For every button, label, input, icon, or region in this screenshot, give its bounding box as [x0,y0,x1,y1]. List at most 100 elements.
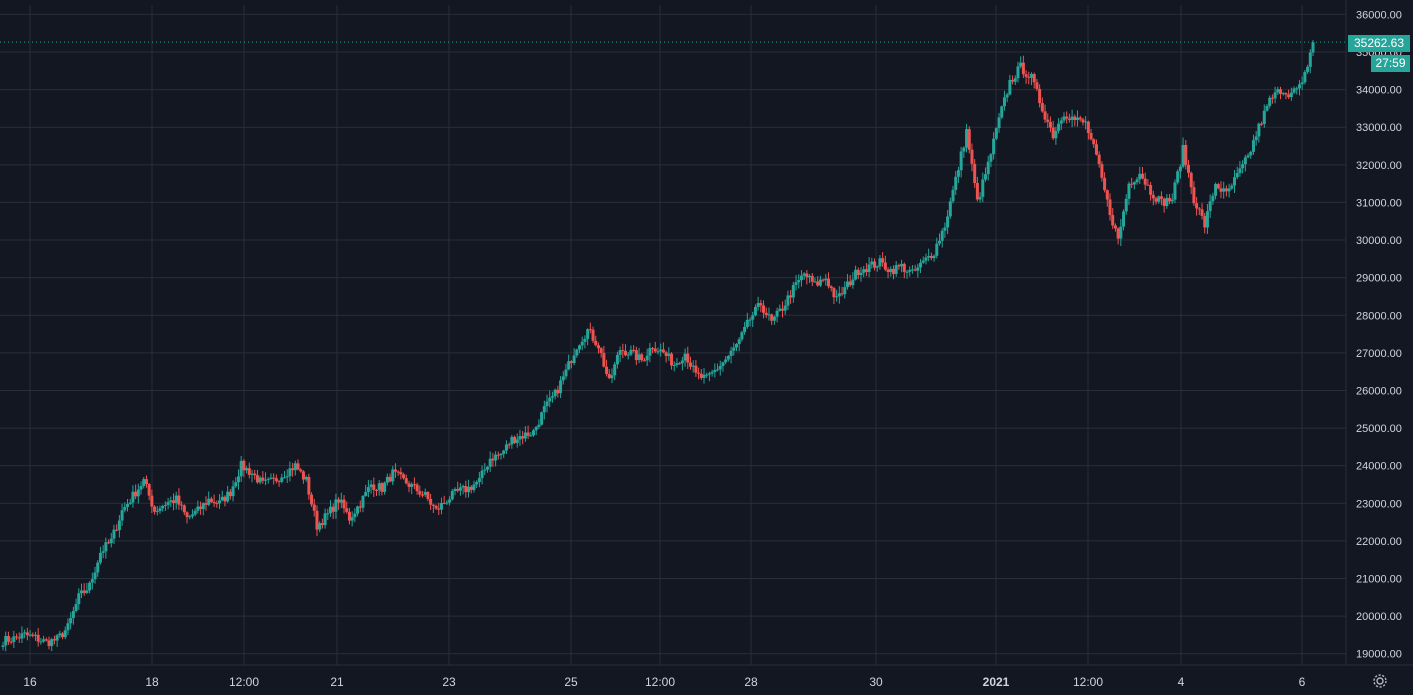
y-tick-label: 19000.00 [1356,649,1402,661]
candle-body [1276,89,1280,93]
candle-body [169,500,173,503]
candle-body [651,348,655,350]
candle-body [139,486,143,490]
time-axis[interactable]: 16 18 12:00 21 23 25 12:00 28 30 2021 12:00 4 6 [0,664,1413,689]
candle-body [310,494,314,505]
candle-body [334,499,338,512]
candle-body [123,506,127,511]
candle-body [740,332,744,340]
candle-body [1287,94,1291,98]
candle-body [927,256,931,258]
candle-body [710,371,714,374]
candle-body [856,269,860,276]
candle-body [791,284,795,298]
candle-body [621,350,625,352]
candle-body [109,538,113,544]
candle-body [372,484,376,490]
candle-body [285,476,289,478]
candle-body [510,436,514,445]
last-price-badge: 35262.63 [1348,35,1410,52]
candle-body [242,460,246,471]
gear-icon[interactable] [1371,672,1389,690]
candle-body [375,489,379,491]
candle-body [25,632,29,636]
candle-body [716,369,720,371]
candle-body [280,477,284,482]
candle-body [556,389,560,394]
candle-body [1203,215,1207,228]
candle-body [1124,198,1128,212]
candle-body [797,280,801,283]
candle-body [1268,97,1272,106]
candle-body [502,450,506,454]
candle-body [726,355,730,360]
candle-body [1013,78,1017,82]
candle-body [1005,94,1009,98]
candle-body [753,307,757,316]
candle-body [921,260,925,263]
candle-body [515,439,519,444]
candle-body [1151,194,1155,199]
candle-body [1103,177,1107,191]
candle-body [929,256,933,259]
candle-body [648,348,652,356]
candle-body [126,504,130,507]
candle-body [935,243,939,256]
candle-body [567,361,571,370]
candle-body [1048,121,1052,128]
candle-body [762,305,766,313]
candle-body [488,458,492,467]
candle-body [337,499,341,503]
candle-body [910,269,914,271]
candle-body [591,329,595,341]
candle-body [986,161,990,175]
candle-body [743,326,747,333]
candle-body [255,475,259,483]
candle-body [564,369,568,377]
x-tick-label: 30 [869,675,883,689]
candle-body [426,491,430,499]
candle-body [705,374,709,376]
candle-body [226,491,230,502]
candle-body [1173,182,1177,200]
candle-body [900,263,904,267]
candle-body [172,500,176,504]
candle-body [1257,123,1261,137]
candle-body [818,279,822,286]
candle-body [117,520,121,531]
candle-body [707,373,711,375]
candle-body [253,473,257,476]
candle-body [513,436,517,444]
candle-body [1100,164,1104,178]
candle-body [66,623,70,631]
candle-body [545,401,549,407]
candle-body [1011,79,1015,82]
candle-body [1,645,5,647]
candle-body [239,460,243,477]
candle-body [984,174,987,180]
candle-body [805,273,809,278]
candle-body [588,329,592,331]
candle-body [4,635,8,646]
candle-body [531,430,535,436]
y-tick-label: 34000.00 [1356,85,1402,97]
candle-body [1000,106,1004,118]
candle-body [1143,178,1147,185]
candle-body [1054,130,1058,139]
candle-body [602,353,606,367]
candle-body [1200,209,1204,216]
candle-body [9,641,13,643]
candle-body [136,489,140,497]
candle-body [144,479,148,485]
candle-body [58,633,62,636]
candle-body [104,542,108,552]
candle-body [1140,173,1144,179]
candle-body [1165,197,1169,206]
grid [0,5,1346,665]
price-axis[interactable]: 19000.00 20000.00 21000.00 22000.00 23000.00… [1345,0,1402,665]
candle-body [794,282,798,285]
candle-body [992,138,996,155]
candle-body [607,373,611,379]
